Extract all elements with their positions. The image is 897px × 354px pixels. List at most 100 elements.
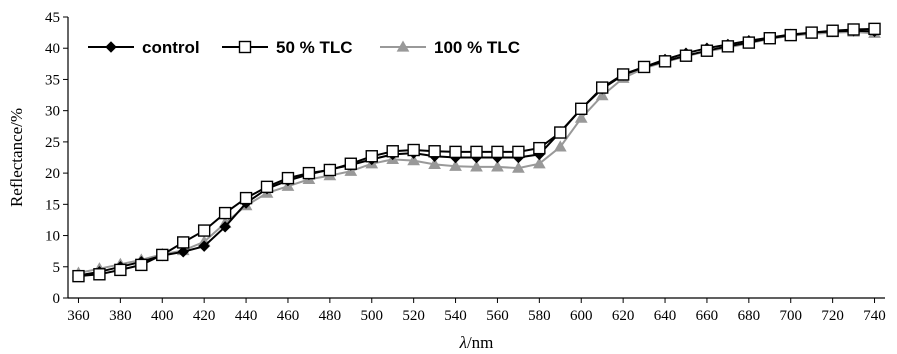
data-point (554, 126, 567, 139)
x-axis-title-unit: /nm (467, 333, 493, 352)
data-point (470, 145, 483, 159)
data-point (197, 224, 211, 237)
x-tick-label: 640 (654, 308, 677, 324)
x-tick-label: 680 (738, 308, 761, 324)
y-tick-label: 20 (45, 166, 60, 182)
y-tick-label: 30 (45, 104, 60, 120)
data-point (847, 23, 860, 36)
series-2 (72, 22, 881, 283)
data-point (700, 44, 714, 57)
x-tick-label: 400 (151, 308, 174, 324)
series-layer (72, 22, 881, 283)
legend-marker (238, 40, 252, 54)
data-point (658, 55, 672, 68)
data-point (491, 145, 504, 159)
data-point (512, 161, 525, 173)
data-point (721, 40, 735, 53)
data-point (260, 180, 274, 194)
data-point (575, 102, 588, 115)
data-point (428, 145, 441, 158)
data-point (491, 160, 504, 172)
data-point (470, 160, 483, 172)
x-tick-label: 700 (779, 308, 802, 324)
data-point (533, 141, 546, 155)
data-point (742, 36, 756, 49)
legend-label: 100 % TLC (434, 38, 520, 57)
data-point (198, 240, 210, 252)
x-tick-label: 720 (821, 308, 844, 324)
data-point (72, 269, 85, 283)
data-point (449, 145, 462, 159)
data-point (595, 89, 609, 101)
data-point (532, 157, 546, 169)
data-point (784, 28, 797, 42)
data-point (281, 171, 295, 185)
x-tick-label: 740 (863, 308, 886, 324)
data-point (114, 263, 127, 277)
data-point (177, 246, 189, 258)
y-tick-label: 40 (45, 41, 60, 57)
x-tick-label: 660 (696, 308, 719, 324)
x-tick-label: 460 (277, 308, 300, 324)
x-tick-label: 420 (193, 308, 216, 324)
y-tick-label: 35 (45, 72, 60, 88)
x-axis-title-symbol: λ (459, 333, 467, 352)
x-tick-label: 560 (486, 308, 509, 324)
data-point (637, 60, 651, 74)
y-ticks: 0 5 10 15 20 25 30 35 40 45 (45, 10, 68, 307)
x-tick-label: 580 (528, 308, 551, 324)
data-point (365, 150, 378, 163)
legend: control 50 % TLC 100 % TLC (88, 38, 520, 57)
x-tick-label: 620 (612, 308, 635, 324)
data-point (805, 26, 818, 39)
x-tick-label: 360 (67, 308, 90, 324)
data-point (218, 206, 232, 220)
y-tick-label: 10 (45, 229, 60, 245)
data-point (407, 143, 420, 157)
x-tick-label: 520 (402, 308, 425, 324)
data-point (386, 145, 399, 158)
data-point (616, 68, 630, 81)
x-ticks: 360 380 400 420 440 460 480 500 520 540 560 580 600 6… (67, 298, 886, 324)
legend-label: 50 % TLC (276, 38, 353, 57)
data-point (302, 166, 316, 180)
x-tick-label: 500 (361, 308, 384, 324)
legend-marker (396, 40, 410, 52)
legend-marker (105, 41, 117, 53)
data-point (135, 258, 148, 272)
data-point (239, 191, 253, 205)
data-point (323, 163, 337, 177)
data-point (407, 154, 421, 166)
y-tick-label: 15 (45, 197, 60, 213)
data-point (595, 81, 609, 94)
legend-entry-2: 50 % TLC (222, 38, 353, 57)
data-point (868, 22, 881, 36)
x-tick-label: 600 (570, 308, 593, 324)
data-point (826, 24, 839, 37)
y-tick-label: 5 (53, 260, 61, 276)
data-point (93, 268, 106, 281)
y-tick-label: 25 (45, 135, 60, 151)
legend-entry-3: 100 % TLC (380, 38, 520, 57)
x-axis-title: λ/nm (459, 333, 494, 352)
y-axis-title: Reflectance/% (7, 108, 26, 207)
data-point (553, 140, 567, 152)
data-point (219, 221, 231, 233)
data-point (512, 145, 525, 159)
x-tick-label: 380 (109, 308, 132, 324)
data-point (679, 49, 693, 62)
data-point (156, 248, 169, 262)
data-point (344, 157, 358, 170)
data-point (428, 157, 441, 169)
y-tick-label: 45 (45, 10, 60, 26)
x-tick-label: 540 (444, 308, 467, 324)
data-point (763, 32, 776, 45)
x-tick-label: 440 (235, 308, 258, 324)
x-tick-label: 480 (319, 308, 342, 324)
data-point (574, 111, 588, 123)
legend-entry-1: control (88, 38, 200, 57)
data-point (449, 159, 462, 171)
y-tick-label: 0 (53, 291, 61, 307)
data-point (177, 236, 190, 249)
